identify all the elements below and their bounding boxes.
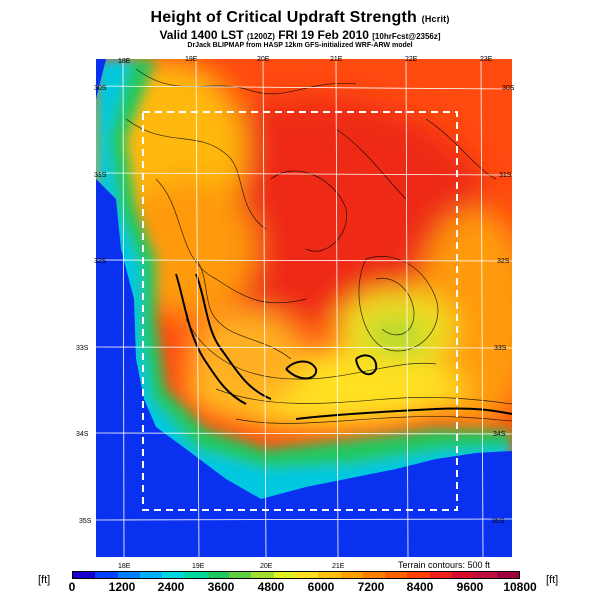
colorbar-swatch <box>251 572 274 578</box>
colorbar-swatch <box>407 572 430 578</box>
forecast-info: [10hrFcst@2356z] <box>372 32 441 41</box>
colorbar-swatch <box>206 572 230 578</box>
valid-date: FRI 19 Feb 2010 <box>278 28 369 42</box>
colorbar-swatch <box>385 572 408 578</box>
colorbar-swatch <box>295 572 319 578</box>
colorbar-tick: 6000 <box>307 580 335 594</box>
lon-label-bottom: 21E <box>332 563 345 570</box>
lat-label-left: 30S <box>94 85 107 92</box>
hcrit-map <box>96 59 512 557</box>
major-contours <box>175 273 512 420</box>
map-panel[interactable] <box>96 59 512 557</box>
ocean <box>96 59 512 557</box>
colorbar <box>72 571 520 579</box>
lon-label-top: 18E <box>118 58 131 65</box>
colorbar-swatch <box>229 572 252 578</box>
colorbar-swatch <box>162 572 185 578</box>
colorbar-swatch <box>362 572 386 578</box>
lon-label-bottom: 20E <box>260 563 273 570</box>
colorbar-swatch <box>95 572 118 578</box>
colorbar-tick: 0 <box>68 580 76 594</box>
colorbar-swatch <box>318 572 341 578</box>
lon-label-bottom: 19E <box>192 563 205 570</box>
colorbar-swatch <box>184 572 207 578</box>
lat-label-left: 32S <box>94 258 107 265</box>
lon-label-top: 22E <box>405 56 418 63</box>
colorbar-swatch <box>139 572 163 578</box>
title-unit: (Hcrit) <box>421 14 450 24</box>
lon-label-top: 23E <box>480 56 493 63</box>
colorbar-swatch <box>73 572 96 578</box>
lat-label-left: 31S <box>94 172 107 179</box>
lat-label-left: 34S <box>76 431 89 438</box>
lat-label-right: 35S <box>492 518 505 525</box>
terrain-contour-note: Terrain contours: 500 ft <box>398 560 491 570</box>
lat-label-left: 33S <box>76 345 89 352</box>
colorbar-tick: 9600 <box>456 580 484 594</box>
lat-label-right: 33S <box>494 345 507 352</box>
valid-prefix: Valid 1400 LST <box>159 28 244 42</box>
colorbar-tick: 8400 <box>406 580 434 594</box>
colorbar-tick: 10800 <box>503 580 537 594</box>
inner-domain-box <box>142 111 458 511</box>
colorbar-tick: 1200 <box>108 580 136 594</box>
colorbar-tick: 7200 <box>357 580 385 594</box>
lat-lon-grid <box>96 59 512 557</box>
lon-label-top: 20E <box>257 56 270 63</box>
lat-label-right: 34S <box>493 431 506 438</box>
lon-label-top: 21E <box>330 56 343 63</box>
lon-label-top: 19E <box>185 56 198 63</box>
valid-utc: (1200Z) <box>246 32 275 41</box>
lon-label-bottom: 18E <box>118 563 131 570</box>
colorbar-swatch <box>340 572 363 578</box>
colorbar-swatch <box>273 572 296 578</box>
colorbar-swatch <box>452 572 475 578</box>
terrain-contours <box>125 68 512 424</box>
colorbar-tick: 2400 <box>157 580 185 594</box>
colorbar-swatch <box>117 572 140 578</box>
model-credit: DrJack BLIPMAP from HASP 12km GFS-initia… <box>187 42 413 49</box>
colorbar-unit-left: [ft] <box>38 574 51 586</box>
valid-time: Valid 1400 LST (1200Z) FRI 19 Feb 2010 [… <box>0 28 600 42</box>
colorbar-swatch <box>429 572 453 578</box>
title-text: Height of Critical Updraft Strength <box>150 9 417 26</box>
colorbar-swatch <box>474 572 497 578</box>
colorbar-tick: 3600 <box>207 580 235 594</box>
lat-label-right: 32S <box>497 258 510 265</box>
lat-label-right: 31S <box>499 172 512 179</box>
lat-label-right: 30S <box>502 85 515 92</box>
colorbar-tick: 4800 <box>257 580 285 594</box>
map-title: Height of Critical Updraft Strength (Hcr… <box>0 9 600 27</box>
lat-label-left: 35S <box>79 518 92 525</box>
colorbar-unit-right: [ft] <box>546 574 559 586</box>
colorbar-swatch <box>496 572 519 578</box>
